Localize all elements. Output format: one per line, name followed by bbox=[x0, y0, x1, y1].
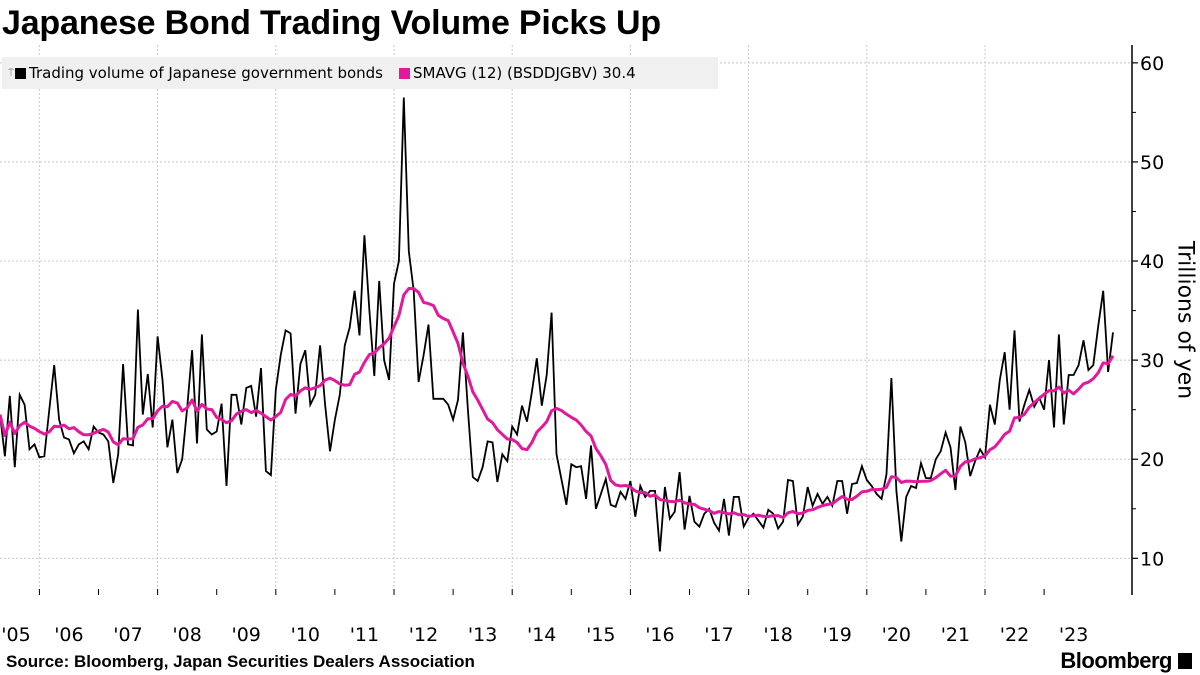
legend-label-sma: SMAVG (12) (BSDDJGBV) 30.4 bbox=[413, 64, 636, 82]
x-tick-label: '17 bbox=[704, 624, 733, 646]
x-tick-label: '09 bbox=[231, 624, 260, 646]
volume-line bbox=[0, 97, 1114, 552]
legend-swatch-sma bbox=[399, 67, 410, 79]
logo-mark-icon bbox=[1178, 653, 1192, 669]
x-tick-label: '07 bbox=[113, 624, 142, 646]
x-tick-label: '22 bbox=[1000, 624, 1029, 646]
x-tick-label: '16 bbox=[645, 624, 674, 646]
legend: ⍑ Trading volume of Japanese government … bbox=[2, 57, 718, 89]
source-note: Source: Bloomberg, Japan Securities Deal… bbox=[6, 652, 475, 671]
x-tick-label: '21 bbox=[941, 624, 970, 646]
x-tick-label: '06 bbox=[54, 624, 83, 646]
x-tick-label: '23 bbox=[1059, 624, 1088, 646]
legend-swatch-volume bbox=[15, 67, 26, 79]
x-tick-label: '11 bbox=[350, 624, 379, 646]
gridlines bbox=[0, 45, 1130, 595]
series bbox=[0, 97, 1115, 552]
y-tick-label: 20 bbox=[1140, 449, 1164, 471]
y-tick-label: 60 bbox=[1140, 53, 1164, 75]
x-tick-label: '15 bbox=[586, 624, 615, 646]
x-tick-label: '05 bbox=[1, 624, 30, 646]
x-tick-label: '10 bbox=[291, 624, 320, 646]
y-tick-label: 40 bbox=[1140, 251, 1164, 273]
x-tick-label: '12 bbox=[409, 624, 438, 646]
y-tick-label: 10 bbox=[1140, 548, 1164, 570]
x-tick-label: '14 bbox=[527, 624, 556, 646]
y-tick-label: 50 bbox=[1140, 152, 1164, 174]
legend-item-sma[interactable]: SMAVG (12) (BSDDJGBV) 30.4 bbox=[399, 64, 636, 82]
sma-line bbox=[0, 287, 1115, 519]
y-tick-label: 30 bbox=[1140, 350, 1164, 372]
bloomberg-logo: Bloomberg bbox=[1060, 648, 1192, 674]
legend-item-volume[interactable]: ⍑ Trading volume of Japanese government … bbox=[8, 64, 383, 82]
x-tick-label: '19 bbox=[822, 624, 851, 646]
axes: 10 20 30 40 50 60 '05 '06 '07 '08 '09 '10 '11 '12 '13 '… bbox=[1, 45, 1164, 646]
pin-icon[interactable]: ⍑ bbox=[8, 67, 14, 79]
x-tick-label: '13 bbox=[468, 624, 497, 646]
x-tick-label: '18 bbox=[763, 624, 792, 646]
x-tick-label: '08 bbox=[172, 624, 201, 646]
legend-label-volume: Trading volume of Japanese government bo… bbox=[29, 64, 383, 82]
y-axis-label: Trillions of yen bbox=[1172, 240, 1198, 400]
x-tick-label: '20 bbox=[882, 624, 911, 646]
chart-title: Japanese Bond Trading Volume Picks Up bbox=[2, 4, 661, 42]
